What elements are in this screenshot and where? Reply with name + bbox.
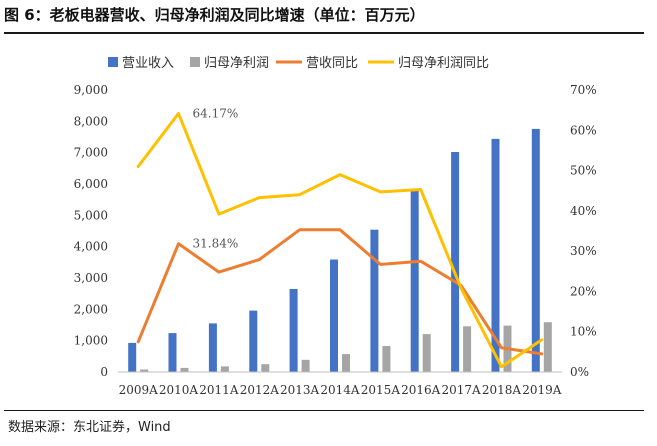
left-axis-tick-label: 8,000 bbox=[74, 114, 108, 128]
revenue-growth-line bbox=[136, 228, 544, 356]
line-series bbox=[136, 112, 544, 369]
x-axis-tick-label: 2018A bbox=[482, 383, 522, 397]
left-axis-tick-label: 3,000 bbox=[74, 271, 108, 285]
x-axis-tick-label: 2012A bbox=[240, 383, 280, 397]
right-axis-tick-label: 50% bbox=[570, 164, 597, 178]
x-axis-tick-label: 2010A bbox=[159, 383, 199, 397]
net-profit-bar bbox=[301, 359, 310, 372]
revenue-bar bbox=[208, 323, 217, 372]
left-axis: 0 1,000 2,000 3,000 4,000 5,000 6,000 7,000 8,00… bbox=[74, 83, 108, 379]
combo-chart: 营业收入 归母净利润 营收同比 归母净利润同比 0 1,000 2,000 3,000 4,0… bbox=[74, 56, 597, 397]
right-axis-tick-label: 70% bbox=[570, 83, 597, 97]
footer-rule bbox=[4, 410, 644, 411]
x-axis-tick-label: 2011A bbox=[199, 383, 239, 397]
revenue-bar bbox=[168, 333, 177, 372]
x-axis-tick-label: 2013A bbox=[280, 383, 320, 397]
x-axis-tick-label: 2009A bbox=[119, 383, 159, 397]
net-profit-bar bbox=[140, 369, 149, 372]
revenue-bar bbox=[370, 229, 379, 372]
left-axis-tick-label: 6,000 bbox=[74, 177, 108, 191]
net-profit-bar bbox=[382, 346, 391, 372]
net-profit-bar bbox=[180, 367, 189, 372]
net-profit-bar bbox=[543, 322, 552, 372]
x-axis-tick-label: 2016A bbox=[401, 383, 441, 397]
right-axis-tick-label: 30% bbox=[570, 244, 597, 258]
net-profit-bar bbox=[422, 334, 431, 372]
revenue-bar bbox=[410, 190, 419, 372]
data-label: 31.84% bbox=[193, 237, 239, 251]
net-profit-growth-line bbox=[136, 112, 544, 369]
net-profit-bar bbox=[220, 366, 229, 372]
legend-label: 归母净利润同比 bbox=[398, 56, 489, 71]
revenue-bar bbox=[289, 289, 298, 372]
revenue-bar bbox=[531, 128, 540, 372]
revenue-bar bbox=[249, 310, 258, 372]
revenue-bar bbox=[491, 138, 500, 372]
right-axis: 0% 10% 20% 30% 40% 50% 60% 70% bbox=[570, 83, 597, 379]
x-axis-tick-label: 2017A bbox=[441, 383, 481, 397]
title-rule bbox=[4, 32, 644, 34]
left-axis-tick-label: 1,000 bbox=[74, 334, 108, 348]
legend: 营业收入 归母净利润 营收同比 归母净利润同比 bbox=[108, 56, 489, 71]
legend-swatch bbox=[190, 57, 200, 67]
right-axis-tick-label: 20% bbox=[570, 284, 597, 298]
right-axis-tick-label: 60% bbox=[570, 123, 597, 137]
x-axis-tick-label: 2015A bbox=[361, 383, 401, 397]
x-axis-tick-label: 2019A bbox=[522, 383, 562, 397]
legend-swatch bbox=[108, 57, 118, 67]
net-profit-bar bbox=[342, 354, 350, 372]
chart-title: 图 6：老板电器营收、归母净利润及同比增速（单位：百万元） bbox=[4, 6, 425, 24]
right-axis-tick-label: 10% bbox=[570, 325, 597, 339]
left-axis-tick-label: 2,000 bbox=[74, 302, 108, 316]
left-axis-tick-label: 0 bbox=[100, 365, 108, 379]
legend-label: 归母净利润 bbox=[204, 56, 269, 71]
data-label: 64.17% bbox=[193, 107, 239, 121]
source-note: 数据来源：东北证券，Wind bbox=[8, 420, 171, 435]
x-axis: 2009A 2010A 2011A 2012A 2013A 2014A 2015A 2016A… bbox=[118, 371, 562, 397]
left-axis-tick-label: 9,000 bbox=[74, 83, 108, 97]
data-labels: 64.17% 31.84% bbox=[193, 107, 239, 251]
left-axis-tick-label: 7,000 bbox=[74, 146, 108, 160]
bar-series bbox=[128, 128, 552, 372]
legend-label: 营业收入 bbox=[122, 56, 174, 71]
right-axis-tick-label: 0% bbox=[570, 365, 589, 379]
x-axis-tick-label: 2014A bbox=[320, 383, 360, 397]
revenue-bar bbox=[128, 342, 137, 372]
revenue-bar bbox=[330, 259, 338, 372]
left-axis-tick-label: 5,000 bbox=[74, 208, 108, 222]
left-axis-tick-label: 4,000 bbox=[74, 240, 108, 254]
legend-label: 营收同比 bbox=[306, 56, 358, 71]
revenue-bar bbox=[451, 152, 460, 372]
right-axis-tick-label: 40% bbox=[570, 204, 597, 218]
net-profit-bar bbox=[261, 364, 270, 372]
net-profit-bar bbox=[463, 326, 472, 372]
